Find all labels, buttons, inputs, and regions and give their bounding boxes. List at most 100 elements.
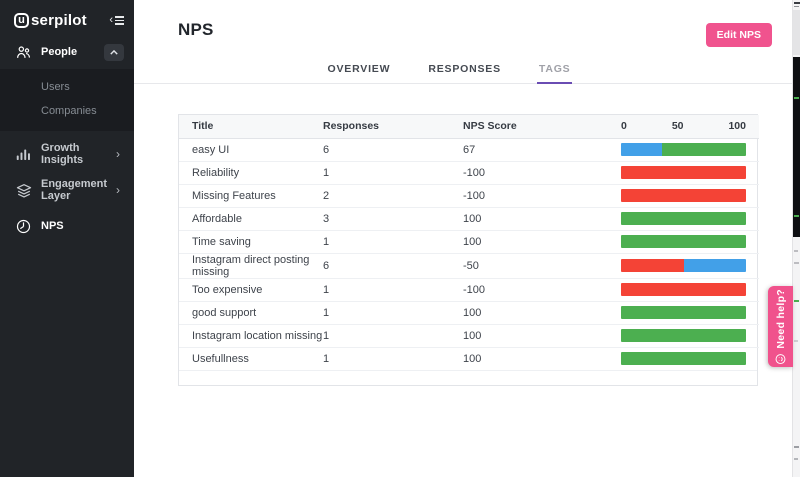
table-row[interactable]: Time saving 1 100 — [179, 229, 759, 253]
chevron-right-icon: › — [116, 147, 120, 161]
sidebar-collapse-button[interactable]: ‹ — [109, 15, 124, 26]
tag-title-cell: Missing Features — [179, 183, 323, 207]
chevron-left-icon: ‹ — [109, 14, 113, 26]
tag-title-cell: Usefullness — [179, 346, 323, 370]
responses-cell: 1 — [323, 346, 463, 370]
gauge-icon — [15, 218, 32, 235]
score-distribution-bar — [621, 352, 746, 366]
table-row[interactable]: good support 1 100 — [179, 300, 759, 324]
responses-cell: 1 — [323, 229, 463, 253]
score-distribution-bar — [621, 143, 746, 156]
tab-tags[interactable]: TAGS — [536, 55, 573, 84]
page-minimap-strip — [792, 0, 800, 477]
smiley-icon — [775, 353, 786, 364]
tab-bar: OVERVIEW RESPONSES TAGS — [134, 55, 800, 84]
responses-cell: 1 — [323, 323, 463, 347]
nps-score-cell: 67 — [463, 143, 476, 156]
layers-icon — [15, 182, 32, 199]
responses-cell: 1 — [323, 160, 463, 184]
userpilot-logo[interactable]: u serpilot — [14, 12, 87, 29]
score-distribution-bar — [621, 166, 746, 179]
main-content: NPS Edit NPS OVERVIEW RESPONSES TAGS Tit… — [134, 0, 800, 477]
nps-score-cell: 100 — [463, 346, 621, 370]
chevron-right-icon: › — [116, 183, 121, 197]
table-row[interactable]: Reliability 1 -100 — [179, 160, 759, 184]
score-distribution-bar — [621, 212, 746, 225]
score-bar-cell — [621, 300, 759, 324]
tags-table-body: easy UI 6 67 Reliability 1 -100 Missing Featur… — [179, 138, 759, 370]
edit-nps-button[interactable]: Edit NPS — [705, 23, 772, 47]
score-bar-cell — [621, 346, 759, 370]
sidebar-item-nps[interactable]: NPS — [0, 213, 134, 239]
people-submenu: Users Companies — [0, 69, 134, 131]
sidebar-nav: People Users Companies — [0, 39, 134, 239]
nps-score-cell: 100 — [463, 206, 621, 230]
people-icon — [15, 44, 32, 61]
collapse-people-button[interactable] — [104, 43, 124, 61]
scale-label-50: 50 — [671, 120, 684, 133]
tag-title-cell: good support — [179, 300, 323, 324]
promoter-segment — [662, 143, 746, 156]
sidebar-item-people[interactable]: People — [0, 39, 134, 65]
userpilot-logo-text: serpilot — [31, 12, 87, 29]
responses-cell: 1 — [323, 277, 463, 301]
score-bar-cell — [621, 229, 759, 253]
column-header-scale: 0 50 100 — [621, 115, 759, 139]
score-distribution-bar — [621, 283, 746, 296]
sidebar-item-growth-insights[interactable]: Growth Insights › — [0, 141, 134, 167]
tag-title-cell: Reliability — [179, 160, 323, 184]
menu-icon — [115, 16, 124, 25]
page-header: NPS Edit NPS — [134, 0, 800, 47]
score-distribution-bar — [621, 329, 746, 342]
tab-responses[interactable]: RESPONSES — [428, 63, 501, 75]
column-header-nps-score: NPS Score — [463, 115, 621, 139]
nps-score-cell: -100 — [463, 183, 621, 207]
table-row[interactable]: Affordable 3 100 — [179, 206, 759, 230]
need-help-label: Need help? — [774, 288, 787, 349]
bar-chart-icon — [15, 146, 32, 163]
score-bar-cell — [621, 138, 759, 161]
score-distribution-bar — [621, 189, 746, 202]
table-row[interactable]: Usefullness 1 100 — [179, 346, 759, 370]
table-footer — [179, 370, 757, 385]
sidebar: u serpilot ‹ People — [0, 0, 134, 477]
sidebar-item-label: Engagement Layer — [41, 178, 108, 202]
passive-segment — [621, 143, 663, 156]
nps-score-cell: 100 — [463, 229, 621, 253]
sidebar-item-companies[interactable]: Companies — [41, 105, 97, 117]
tag-title-cell: Affordable — [179, 206, 323, 230]
score-bar-cell — [621, 277, 759, 301]
sidebar-item-engagement-layer[interactable]: Engagement Layer › — [0, 177, 134, 203]
page-title: NPS — [178, 20, 214, 39]
responses-cell: 2 — [323, 183, 463, 207]
need-help-tab[interactable]: Need help? — [768, 286, 793, 367]
tab-overview[interactable]: OVERVIEW — [327, 63, 391, 75]
promoter-segment — [621, 306, 746, 319]
score-bar-cell — [621, 206, 759, 230]
score-distribution-bar — [621, 306, 746, 319]
sidebar-item-users[interactable]: Users — [41, 81, 70, 93]
sidebar-item-label: NPS — [41, 220, 64, 232]
detractor-segment — [621, 189, 746, 202]
sidebar-header: u serpilot ‹ — [0, 0, 134, 39]
column-header-responses: Responses — [323, 115, 463, 139]
sidebar-item-label: Growth Insights — [41, 142, 84, 166]
responses-cell: 6 — [323, 252, 463, 278]
tag-title-cell: easy UI — [192, 143, 230, 156]
score-bar-cell — [621, 252, 759, 278]
sidebar-item-label: People — [41, 46, 78, 58]
score-distribution-bar — [621, 235, 746, 248]
detractor-segment — [621, 166, 746, 179]
detractor-segment — [621, 283, 746, 296]
table-row[interactable]: easy UI 6 67 — [179, 138, 759, 161]
responses-cell: 3 — [323, 206, 463, 230]
table-row[interactable]: Instagram location missing 1 100 — [179, 323, 759, 347]
tag-title-cell: Instagram location missing — [179, 323, 323, 347]
table-row[interactable]: Instagram direct posting missing 6 -50 — [179, 252, 759, 278]
column-header-title: Title — [179, 115, 323, 139]
tag-title-cell: Time saving — [179, 229, 323, 253]
score-bar-cell — [621, 183, 759, 207]
table-row[interactable]: Too expensive 1 -100 — [179, 277, 759, 301]
detractor-segment — [621, 259, 684, 272]
table-row[interactable]: Missing Features 2 -100 — [179, 183, 759, 207]
